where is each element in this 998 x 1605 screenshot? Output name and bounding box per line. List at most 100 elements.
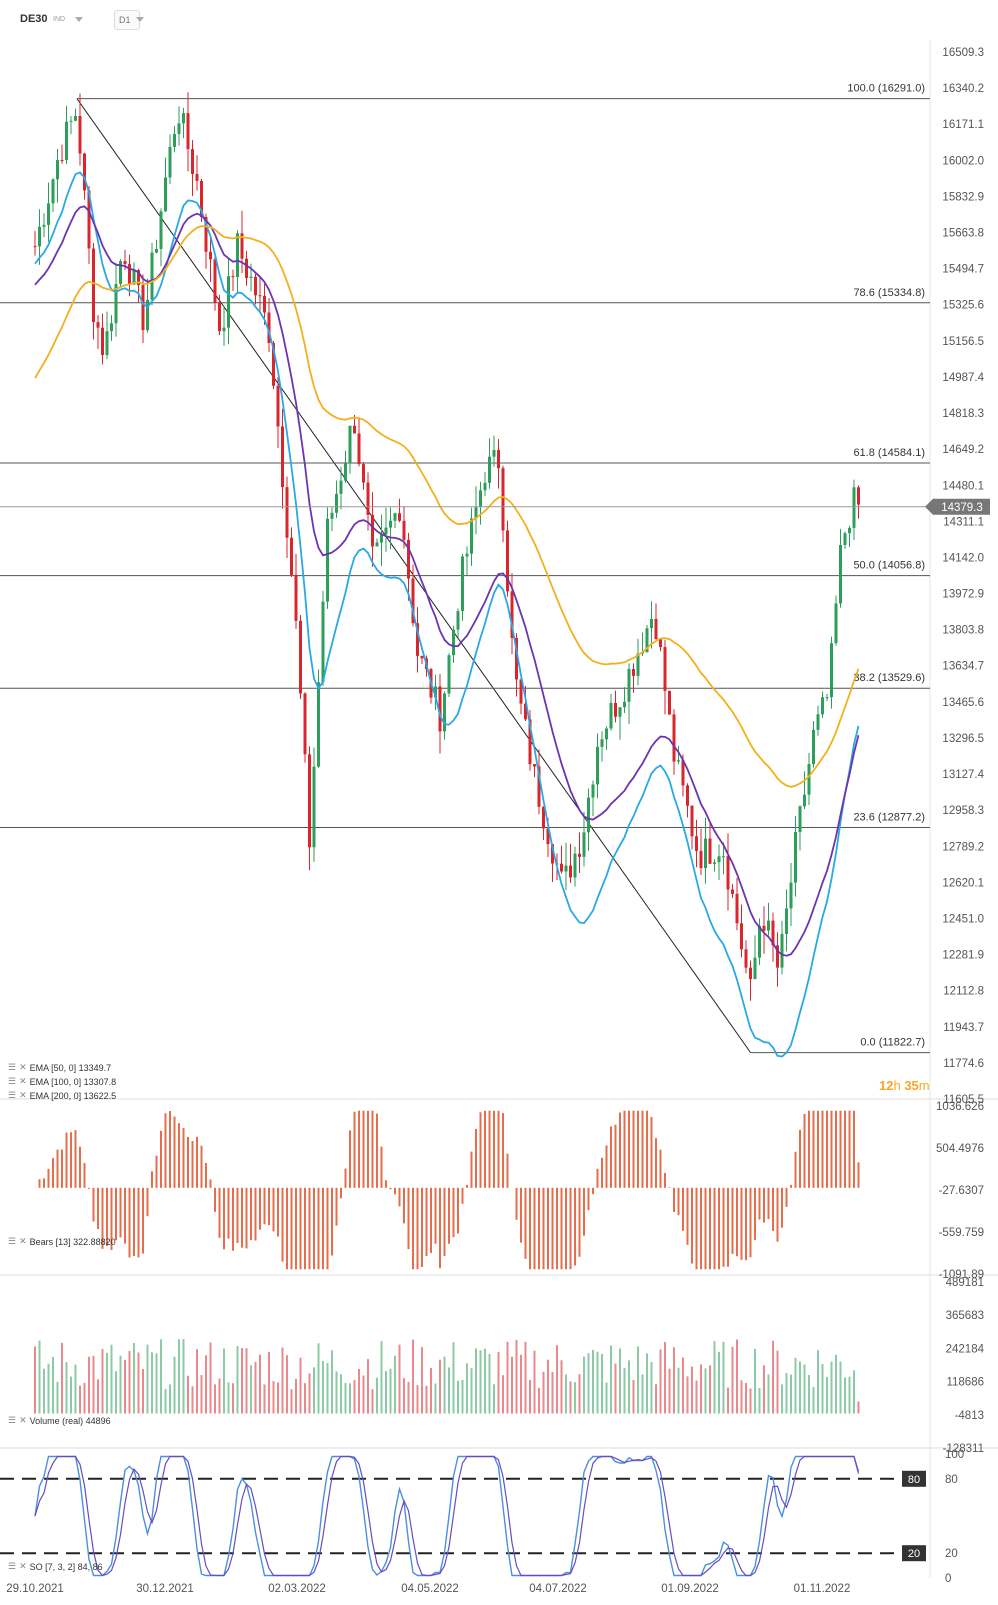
volume-bar — [286, 1355, 288, 1413]
volume-bar — [160, 1339, 162, 1413]
so-axis-label: 0 — [945, 1573, 951, 1585]
volume-bar — [799, 1362, 801, 1414]
price-tick-label: 15663.8 — [942, 228, 984, 240]
bears-bar — [385, 1180, 387, 1188]
settings-icon[interactable]: ☰ — [8, 1415, 16, 1426]
bears-bar — [160, 1131, 162, 1188]
volume-bar — [192, 1386, 194, 1413]
candle-body — [470, 519, 473, 554]
so-axis-label: 80 — [945, 1474, 958, 1486]
settings-icon[interactable]: ☰ — [8, 1090, 16, 1101]
volume-bar — [660, 1350, 662, 1414]
symbol-label[interactable]: DE30 — [20, 10, 48, 28]
close-icon[interactable]: ✕ — [19, 1076, 27, 1087]
x-axis-label: 04.07.2022 — [529, 1583, 587, 1595]
candle-body — [749, 968, 752, 979]
close-icon[interactable]: ✕ — [19, 1090, 27, 1101]
legend-bears[interactable]: ☰✕Bears [13] 322.88820 — [8, 1236, 116, 1247]
so-axis-label: 20 — [945, 1548, 958, 1560]
volume-bar — [421, 1347, 423, 1413]
ema-line-100 — [35, 206, 859, 955]
candle-body — [79, 116, 82, 154]
volume-bar — [835, 1355, 837, 1414]
candle-body — [578, 854, 581, 857]
fib-level-label: 50.0 (14056.8) — [853, 560, 925, 572]
fib-level-label: 23.6 (12877.2) — [853, 811, 925, 823]
settings-icon[interactable]: ☰ — [8, 1076, 16, 1087]
candle-body — [502, 468, 505, 530]
candle-body — [286, 487, 289, 538]
candle-body — [731, 889, 734, 893]
candle-body — [623, 702, 626, 707]
volume-bar — [763, 1365, 765, 1413]
volume-bar — [718, 1352, 720, 1414]
bears-bar — [196, 1137, 198, 1188]
price-tick-label: 12112.8 — [943, 986, 984, 998]
candle-body — [322, 602, 325, 683]
bears-bar — [858, 1162, 860, 1187]
close-icon[interactable]: ✕ — [19, 1415, 27, 1426]
candle-body — [218, 302, 221, 331]
volume-bar — [327, 1363, 329, 1414]
candle-body — [290, 538, 293, 575]
bears-bar — [619, 1113, 621, 1188]
bears-bar — [709, 1188, 711, 1269]
price-tick-label: 12281.9 — [942, 950, 984, 962]
candle-body — [799, 806, 802, 832]
bears-bar — [435, 1188, 437, 1244]
bears-axis-label: 504.4976 — [936, 1143, 984, 1155]
bears-bar — [588, 1188, 590, 1210]
candle-body — [151, 253, 154, 300]
bears-bar — [507, 1154, 509, 1188]
bears-bar — [547, 1188, 549, 1269]
bears-bar — [75, 1130, 77, 1188]
candle-body — [299, 621, 302, 694]
bears-bar — [646, 1111, 648, 1188]
bears-bar — [610, 1126, 612, 1187]
volume-axis-label: 489181 — [946, 1277, 984, 1289]
candle-body — [335, 494, 338, 513]
volume-axis-label: -4813 — [955, 1410, 984, 1422]
bears-bar — [673, 1188, 675, 1212]
settings-icon[interactable]: ☰ — [8, 1236, 16, 1247]
timeframe-chevron-icon[interactable] — [136, 17, 144, 22]
candle-body — [817, 714, 820, 730]
bears-bar — [97, 1188, 99, 1229]
volume-bar — [439, 1360, 441, 1414]
candle-body — [853, 487, 856, 528]
settings-icon[interactable]: ☰ — [8, 1062, 16, 1073]
bears-bar — [133, 1188, 135, 1256]
candle-body — [664, 647, 667, 691]
price-tick-label: 14480.1 — [942, 480, 984, 492]
legend-so[interactable]: ☰✕SO [7, 3, 2] 84, 86 — [8, 1561, 103, 1572]
close-icon[interactable]: ✕ — [19, 1561, 27, 1572]
volume-bar — [849, 1377, 851, 1414]
candle-body — [569, 866, 572, 878]
candle-body — [263, 296, 266, 313]
candle-body — [659, 639, 662, 647]
legend-volume[interactable]: ☰✕Volume (real) 44896 — [8, 1415, 111, 1426]
bears-bar — [655, 1138, 657, 1188]
bears-bar — [340, 1188, 342, 1198]
legend-ema50[interactable]: ☰✕EMA [50, 0] 13349.7 — [8, 1062, 111, 1073]
bears-axis-label: 1036.626 — [936, 1101, 984, 1113]
volume-bar — [106, 1353, 108, 1414]
bears-bar — [592, 1188, 594, 1194]
volume-bar — [723, 1342, 725, 1414]
volume-bar — [759, 1388, 761, 1413]
settings-icon[interactable]: ☰ — [8, 1561, 16, 1572]
legend-ema100[interactable]: ☰✕EMA [100, 0] 13307.8 — [8, 1076, 116, 1087]
price-tick-label: 16171.1 — [942, 119, 984, 131]
close-icon[interactable]: ✕ — [19, 1062, 27, 1073]
bears-bar — [835, 1111, 837, 1188]
symbol-dropdown-icon[interactable] — [75, 17, 83, 22]
bears-axis-label: -27.6307 — [939, 1185, 984, 1197]
candle-body — [835, 603, 838, 643]
candle-body — [610, 703, 613, 728]
volume-bar — [610, 1346, 612, 1414]
legend-ema200[interactable]: ☰✕EMA [200, 0] 13622.5 — [8, 1090, 116, 1101]
bears-bar — [151, 1171, 153, 1187]
close-icon[interactable]: ✕ — [19, 1236, 27, 1247]
bears-bar — [412, 1188, 414, 1269]
